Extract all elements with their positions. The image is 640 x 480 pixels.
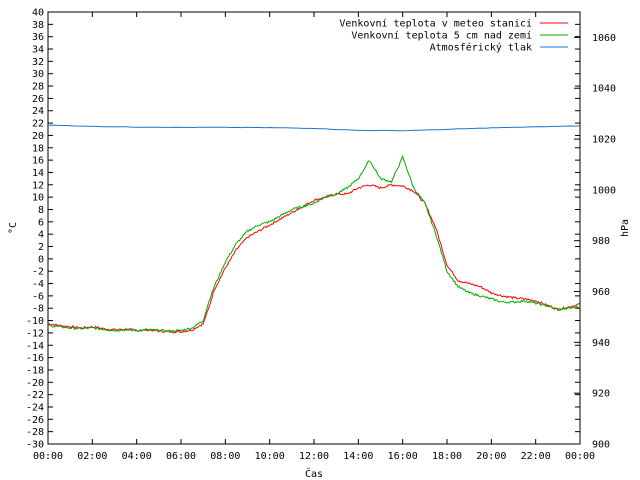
left-tick-label: 22 [32,119,44,130]
x-tick-label: 20:00 [476,451,506,462]
x-tick-label: 08:00 [210,451,240,462]
left-tick-label: 32 [32,57,44,68]
left-tick-label: -28 [26,427,44,438]
right-tick-label: 1000 [592,185,616,196]
left-tick-label: 10 [32,193,44,204]
right-tick-label: 960 [592,287,610,298]
left-tick-label: 18 [32,143,44,154]
right-tick-label: 920 [592,389,610,400]
left-tick-label: 4 [38,230,44,241]
legend: Venkovní teplota v meteo staniciVenkovní… [339,18,568,54]
y2-axis-label: hPa [620,219,631,237]
legend-label: Venkovní teplota 5 cm nad zemí [351,30,532,42]
left-tick-label: -20 [26,378,44,389]
left-tick-label: 20 [32,131,44,142]
right-tick-label: 940 [592,338,610,349]
left-tick-label: 40 [32,8,44,19]
left-tick-label: 30 [32,69,44,80]
left-tick-label: -18 [26,365,44,376]
left-tick-label: -6 [32,291,44,302]
left-tick-label: 34 [32,45,44,56]
series-lines [47,124,581,334]
x-tick-label: 18:00 [432,451,462,462]
left-tick-label: -26 [26,415,44,426]
x-axis-label: Čas [305,467,323,480]
x-tick-label: 12:00 [299,451,329,462]
left-tick-label: -14 [26,341,44,352]
left-tick-label: 26 [32,94,44,105]
right-tick-label: 1060 [592,33,616,44]
x-tick-label: 14:00 [343,451,373,462]
series-line-3 [47,124,581,132]
left-tick-label: 2 [38,242,44,253]
left-tick-label: -22 [26,390,44,401]
left-tick-label: 8 [38,205,44,216]
left-tick-label: 28 [32,82,44,93]
left-tick-label: -30 [26,440,44,451]
x-tick-label: 04:00 [122,451,152,462]
left-tick-label: -2 [32,267,44,278]
x-axis: 00:00 02:00 04:00 06:00 08:00 10:00 12:00 14:00… [33,12,595,462]
left-tick-label: 38 [32,20,44,31]
x-tick-label: 10:00 [255,451,285,462]
x-tick-label: 06:00 [166,451,196,462]
x-tick-label: 00:00 [565,451,595,462]
left-tick-label: 36 [32,32,44,43]
left-axis: 4038363432302826242220181614121086420-2-… [26,8,580,451]
x-tick-label: 00:00 [33,451,63,462]
series-line-1 [48,184,581,334]
series-line-2 [47,154,581,333]
right-tick-label: 980 [592,236,610,247]
right-axis: 1060 1040 1020 1000 980 960 940 920 900 [574,33,616,451]
right-tick-label: 1040 [592,84,616,95]
left-tick-label: 14 [32,168,44,179]
right-tick-label: 900 [592,440,610,451]
left-tick-label: 24 [32,106,44,117]
left-tick-label: -24 [26,402,44,413]
legend-label: Atmosférický tlak [430,42,532,54]
left-tick-label: -12 [26,328,44,339]
left-tick-label: 16 [32,156,44,167]
left-tick-label: -8 [32,304,44,315]
y-axis-label: °C [8,222,19,234]
left-tick-label: -10 [26,316,44,327]
plot-frame [47,11,581,445]
left-tick-label: -16 [26,353,44,364]
legend-label: Venkovní teplota v meteo stanici [339,18,532,30]
left-tick-label: 0 [38,254,44,265]
left-tick-label: -4 [32,279,44,290]
right-tick-label: 1020 [592,135,616,146]
x-tick-label: 16:00 [388,451,418,462]
left-tick-label: 12 [32,180,44,191]
x-tick-label: 22:00 [521,451,551,462]
left-tick-label: 6 [38,217,44,228]
x-tick-label: 02:00 [77,451,107,462]
